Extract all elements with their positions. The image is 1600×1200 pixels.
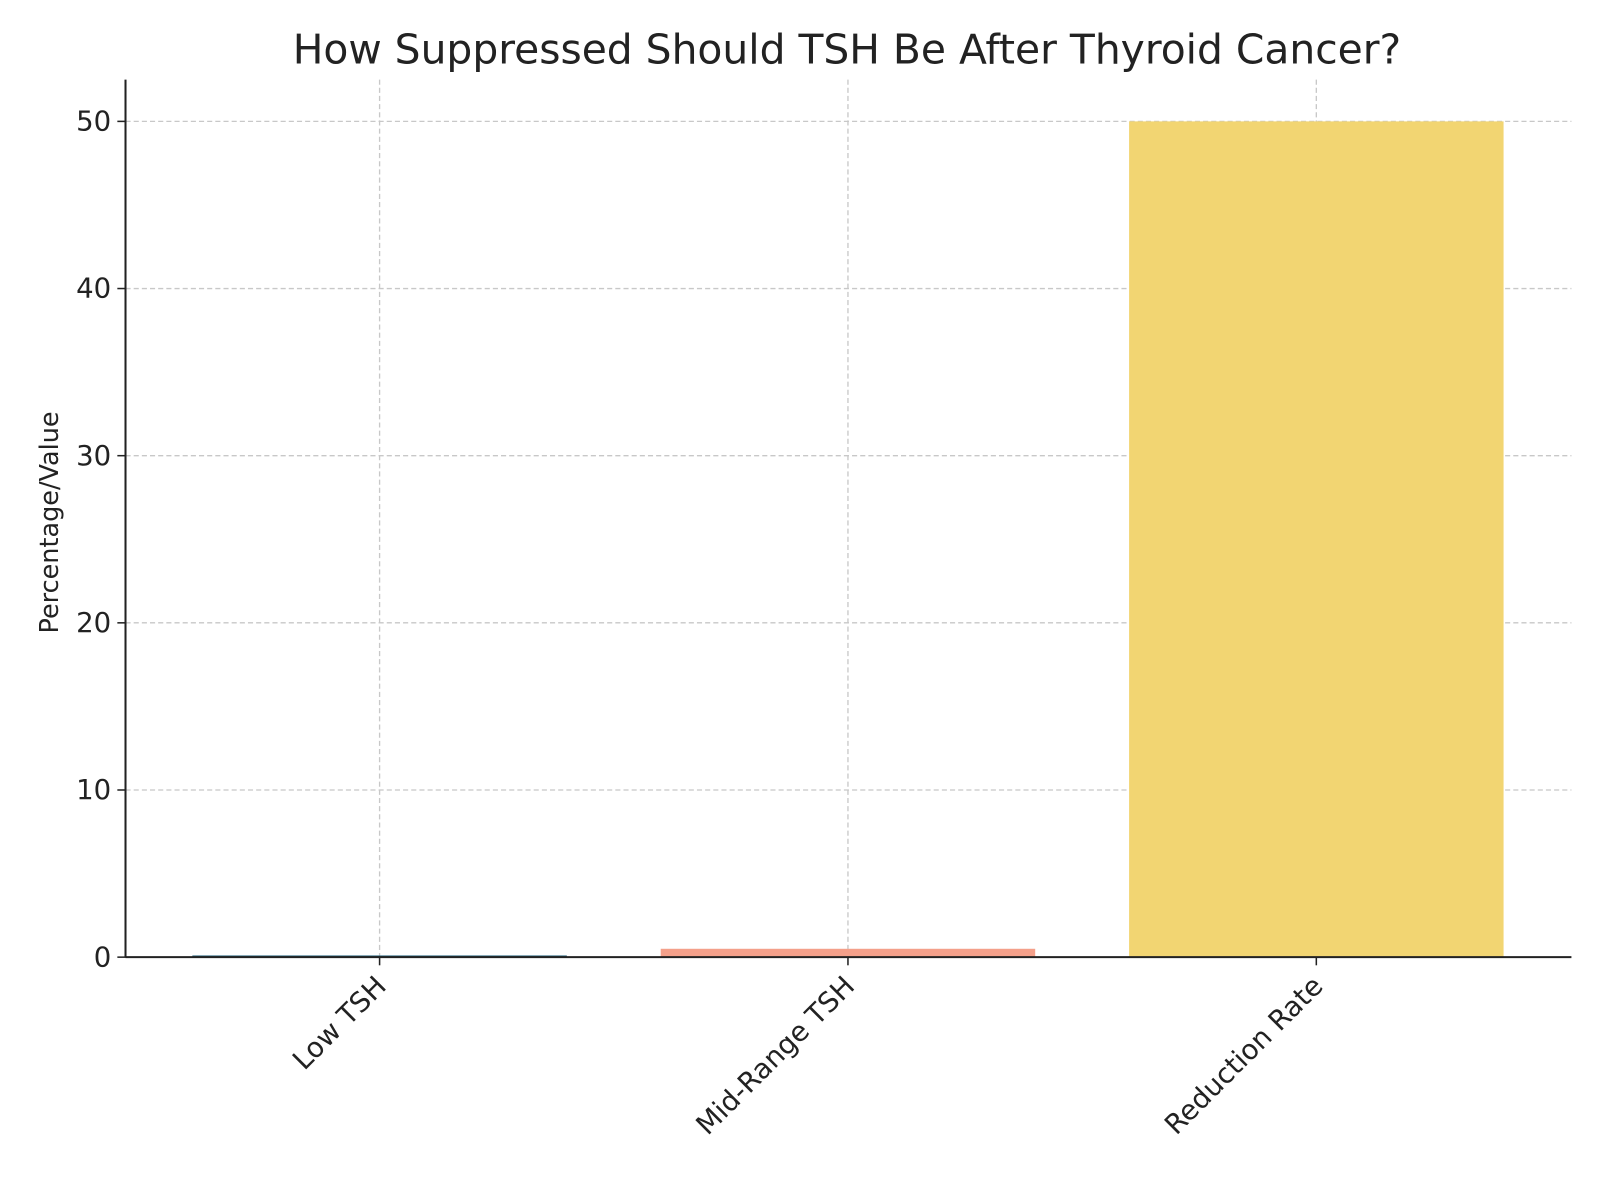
chart-title: How Suppressed Should TSH Be After Thyro…	[293, 25, 1401, 73]
y-tick-label: 30	[76, 440, 111, 472]
bar-mid-range-tsh	[660, 948, 1036, 958]
bars	[192, 121, 1504, 958]
y-tick-label: 20	[76, 607, 111, 639]
x-tick-label: Reduction Rate	[1159, 970, 1330, 1141]
x-tick-label: Mid-Range TSH	[690, 970, 861, 1141]
y-tick-label: 50	[76, 106, 111, 138]
y-axis-label: Percentage/Value	[35, 411, 65, 633]
y-tick-label: 10	[76, 774, 111, 806]
y-tick-label: 0	[94, 941, 112, 973]
bar-reduction-rate	[1129, 121, 1504, 958]
y-tick-label: 40	[76, 273, 111, 305]
x-tick-label: Low TSH	[287, 970, 393, 1076]
